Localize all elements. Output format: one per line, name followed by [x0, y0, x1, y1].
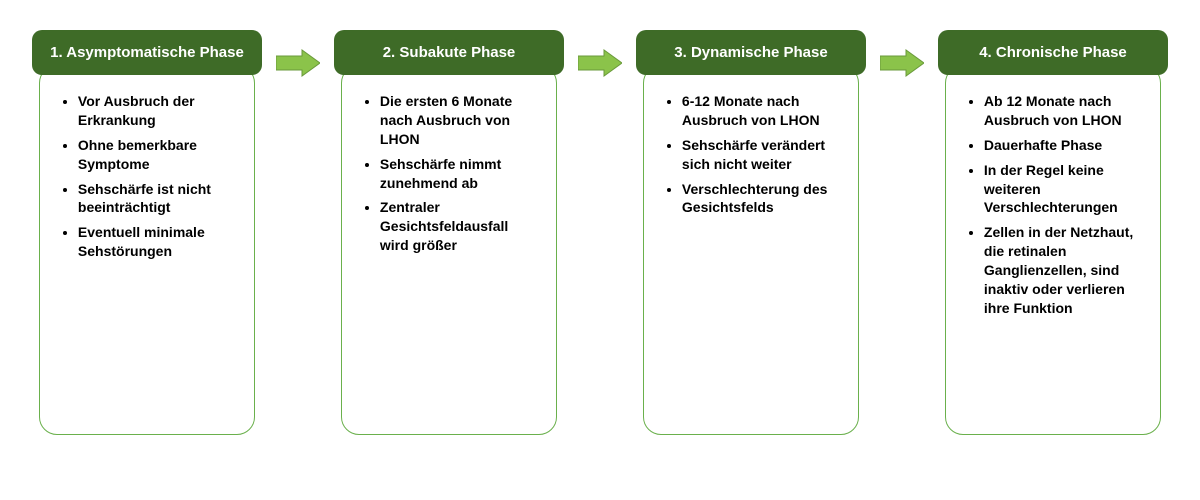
phase-card: 3. Dynamische Phase 6-12 Monate nach Aus…: [636, 30, 866, 435]
phase-bullet: Vor Ausbruch der Erkrankung: [78, 92, 236, 130]
phase-bullet: In der Regel keine weiteren Verschlechte…: [984, 161, 1142, 218]
phase-card: 4. Chronische Phase Ab 12 Monate nach Au…: [938, 30, 1168, 435]
phase-bullet: Sehschärfe ist nicht beeinträchtigt: [78, 180, 236, 218]
arrow-right-icon: [880, 48, 924, 78]
phase-bullet: Sehschärfe verändert sich nicht weiter: [682, 136, 840, 174]
phase-header: 2. Subakute Phase: [334, 30, 564, 75]
phase-bullet-list: Ab 12 Monate nach Ausbruch von LHON Daue…: [964, 92, 1142, 318]
phase-bullet-list: Vor Ausbruch der Erkrankung Ohne bemerkb…: [58, 92, 236, 261]
arrow-right-icon: [276, 48, 320, 78]
phase-bullet: Die ersten 6 Monate nach Ausbruch von LH…: [380, 92, 538, 149]
phase-bullet: Verschlechterung des Gesichtsfelds: [682, 180, 840, 218]
phase-header: 3. Dynamische Phase: [636, 30, 866, 75]
phase-body: Vor Ausbruch der Erkrankung Ohne bemerkb…: [39, 65, 255, 435]
phase-body: 6-12 Monate nach Ausbruch von LHON Sehsc…: [643, 65, 859, 435]
phase-bullet: Ab 12 Monate nach Ausbruch von LHON: [984, 92, 1142, 130]
phase-bullet: Eventuell minimale Sehstörungen: [78, 223, 236, 261]
arrow-right-icon: [578, 48, 622, 78]
phase-bullet: Ohne bemerkbare Symptome: [78, 136, 236, 174]
phase-body: Die ersten 6 Monate nach Ausbruch von LH…: [341, 65, 557, 435]
phase-bullet: 6-12 Monate nach Ausbruch von LHON: [682, 92, 840, 130]
phase-bullet: Sehschärfe nimmt zunehmend ab: [380, 155, 538, 193]
phase-bullet: Dauerhafte Phase: [984, 136, 1142, 155]
phase-body: Ab 12 Monate nach Ausbruch von LHON Daue…: [945, 65, 1161, 435]
phase-card: 2. Subakute Phase Die ersten 6 Monate na…: [334, 30, 564, 435]
phase-bullet-list: Die ersten 6 Monate nach Ausbruch von LH…: [360, 92, 538, 255]
phase-header: 1. Asymptomatische Phase: [32, 30, 262, 75]
phase-bullet-list: 6-12 Monate nach Ausbruch von LHON Sehsc…: [662, 92, 840, 217]
phase-card: 1. Asymptomatische Phase Vor Ausbruch de…: [32, 30, 262, 435]
phase-header: 4. Chronische Phase: [938, 30, 1168, 75]
phase-bullet: Zellen in der Netzhaut, die retinalen Ga…: [984, 223, 1142, 317]
phase-bullet: Zentraler Gesichtsfeldausfall wird größe…: [380, 198, 538, 255]
